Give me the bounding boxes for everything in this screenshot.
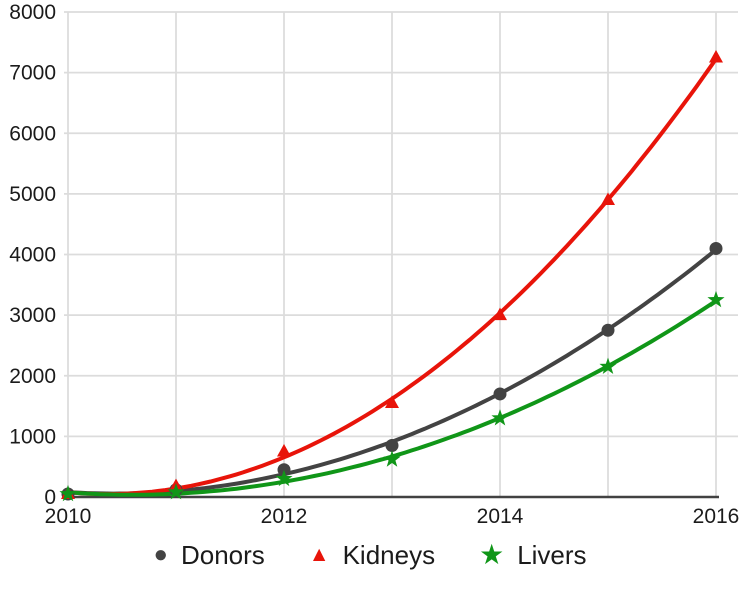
y-tick-label: 8000 xyxy=(9,1,56,24)
y-tick-label: 5000 xyxy=(9,183,56,206)
legend-label-kidneys: Kidneys xyxy=(342,540,436,570)
data-point-livers xyxy=(707,290,725,308)
legend-label-livers: Livers xyxy=(517,540,587,570)
y-tick-label: 4000 xyxy=(9,244,56,267)
x-tick-label: 2016 xyxy=(693,505,740,528)
data-point-donors xyxy=(601,323,615,337)
legend-item-livers: ★ Livers xyxy=(479,540,586,571)
data-point-livers xyxy=(383,450,401,467)
scatter-plot-canvas: 0 1000 2000 3000 4000 5000 6000 7000 8000 2010 201… xyxy=(9,1,740,528)
y-tick-label: 2000 xyxy=(9,365,56,388)
data-point-kidneys xyxy=(493,307,507,321)
legend-item-donors: ● Donors xyxy=(153,540,264,571)
y-tick-label: 3000 xyxy=(9,304,56,327)
data-point-kidneys xyxy=(277,444,291,457)
x-tick-label: 2012 xyxy=(261,505,308,528)
chart-legend: ● Donors ▲ Kidneys ★ Livers xyxy=(0,540,740,571)
data-point-donors xyxy=(493,387,507,401)
y-tick-label: 1000 xyxy=(9,425,56,448)
legend-item-kidneys: ▲ Kidneys xyxy=(309,540,435,571)
data-point-donors xyxy=(277,463,291,477)
data-point-donors xyxy=(709,241,723,255)
data-point-livers xyxy=(491,409,509,426)
data-point-donors xyxy=(385,438,399,452)
data-point-livers xyxy=(275,469,293,487)
data-point-kidneys xyxy=(709,49,723,63)
x-tick-label: 2010 xyxy=(45,505,92,528)
y-tick-label: 0 xyxy=(44,486,56,509)
y-tick-label: 6000 xyxy=(9,122,56,145)
data-point-kidneys xyxy=(601,192,615,205)
circle-marker-icon: ● xyxy=(153,540,168,568)
triangle-marker-icon: ▲ xyxy=(308,543,330,566)
data-point-livers xyxy=(167,483,185,500)
y-tick-label: 7000 xyxy=(9,62,56,85)
star-marker-icon: ★ xyxy=(479,538,505,570)
data-point-livers xyxy=(599,357,617,374)
data-point-livers xyxy=(59,484,77,502)
organ-transplant-chart: 0 1000 2000 3000 4000 5000 6000 7000 8000 2010 201… xyxy=(0,1,740,571)
data-point-kidneys xyxy=(385,395,399,409)
legend-label-donors: Donors xyxy=(180,540,265,570)
x-tick-label: 2014 xyxy=(477,505,524,528)
